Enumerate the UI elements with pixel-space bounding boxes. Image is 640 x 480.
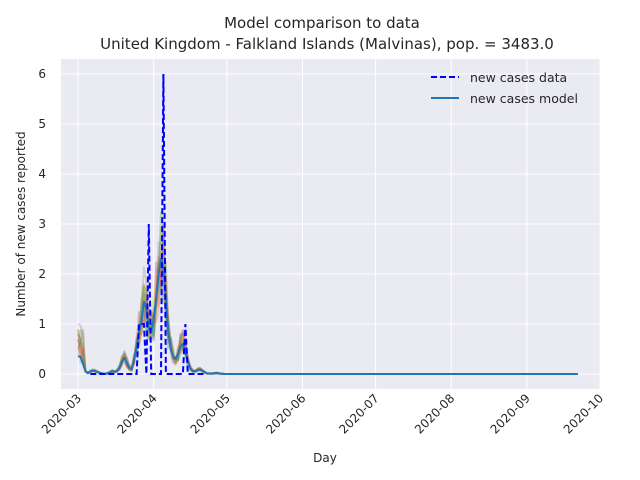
series-line-data	[90, 73, 205, 375]
series-layer	[78, 73, 578, 375]
y-tick-label-1: 1	[38, 317, 46, 331]
x-tick-label-4: 2020-07	[336, 391, 381, 436]
legend: new cases data new cases model	[431, 70, 578, 106]
y-tick-label-4: 4	[38, 167, 46, 181]
chart-title: Model comparison to data	[224, 14, 420, 32]
x-tick-label-7: 2020-10	[561, 391, 606, 436]
y-tick-label-6: 6	[38, 67, 46, 81]
x-tick-label-2: 2020-05	[188, 391, 233, 436]
y-axis-label: Number of new cases reported	[14, 131, 28, 316]
x-tick-label-0: 2020-03	[39, 391, 84, 436]
y-tick-label-5: 5	[38, 117, 46, 131]
y-tick-label-0: 0	[38, 367, 46, 381]
chart-subtitle: United Kingdom - Falkland Islands (Malvi…	[100, 35, 554, 53]
y-tick-label-3: 3	[38, 217, 46, 231]
x-axis-label: Day	[313, 451, 337, 465]
x-tick-label-6: 2020-09	[488, 391, 533, 436]
x-tick-label-3: 2020-06	[263, 391, 308, 436]
legend-label-model: new cases model	[470, 91, 578, 106]
grid	[61, 59, 601, 389]
x-tick-label-1: 2020-04	[114, 391, 159, 436]
x-tick-label-5: 2020-08	[412, 391, 457, 436]
y-tick-label-2: 2	[38, 267, 46, 281]
legend-label-data: new cases data	[470, 70, 567, 85]
